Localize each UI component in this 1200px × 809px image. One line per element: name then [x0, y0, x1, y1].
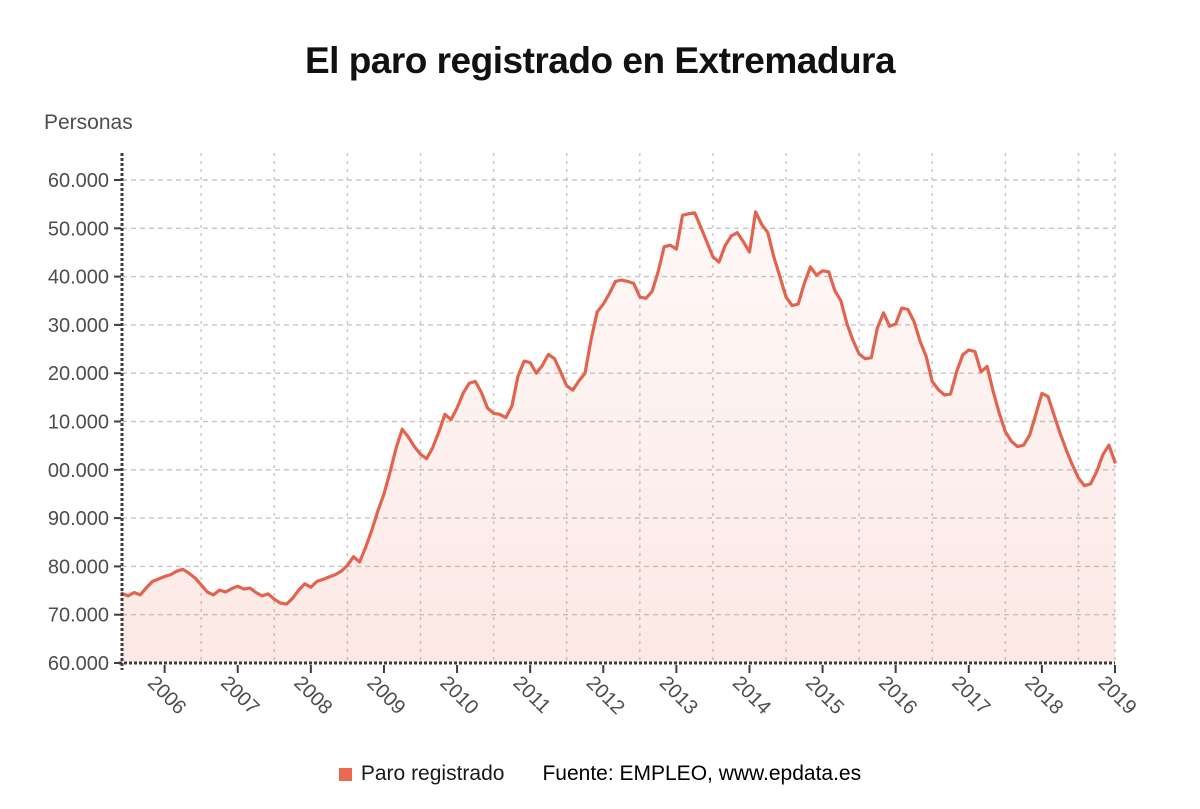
y-axis-label: 40.000 — [48, 267, 109, 289]
x-axis-label: 2012 — [582, 672, 629, 719]
y-axis-label: 20.000 — [48, 363, 109, 385]
x-axis-label: 2018 — [1020, 672, 1067, 719]
y-axis-label: 90.000 — [48, 508, 109, 530]
y-axis-label: 60.000 — [48, 653, 109, 675]
x-axis-label: 2017 — [947, 672, 994, 719]
x-axis-label: 2010 — [436, 672, 483, 719]
x-axis-label: 2011 — [509, 672, 555, 718]
source-text: Fuente: EMPLEO, www.epdata.es — [542, 762, 862, 785]
y-axis-label: 00.000 — [48, 460, 109, 482]
legend-item-paro-registrado[interactable]: Paro registrado — [338, 762, 505, 786]
series-area — [122, 211, 1115, 663]
x-axis-label: 2008 — [289, 672, 336, 719]
legend-marker-icon — [338, 767, 352, 781]
chart-title: El paro registrado en Extremadura — [304, 40, 896, 81]
y-axis-label: 70.000 — [48, 605, 109, 627]
x-axis-label: 2007 — [216, 672, 263, 719]
x-axis-label: 2019 — [1093, 672, 1140, 719]
x-axis-label: 2009 — [362, 672, 409, 719]
x-axis-label: 2014 — [728, 672, 775, 719]
y-axis-label: 80.000 — [48, 556, 109, 578]
y-axis-label: 30.000 — [48, 315, 109, 337]
x-axis-label: 2016 — [874, 672, 921, 719]
x-axis-label: 2015 — [801, 672, 848, 719]
series-line — [120, 210, 1117, 606]
legend-and-source: Paro registrado Fuente: EMPLEO, www.epda… — [0, 762, 1200, 786]
y-axis-label: 60.000 — [48, 170, 109, 192]
x-axis-label: 2006 — [143, 672, 190, 719]
x-axis-label: 2013 — [655, 672, 702, 719]
legend-label: Paro registrado — [360, 762, 505, 785]
y-axis-label: 50.000 — [48, 218, 109, 240]
y-axis-unit-label: Personas — [44, 111, 133, 134]
y-axis-label: 10.000 — [48, 412, 109, 434]
